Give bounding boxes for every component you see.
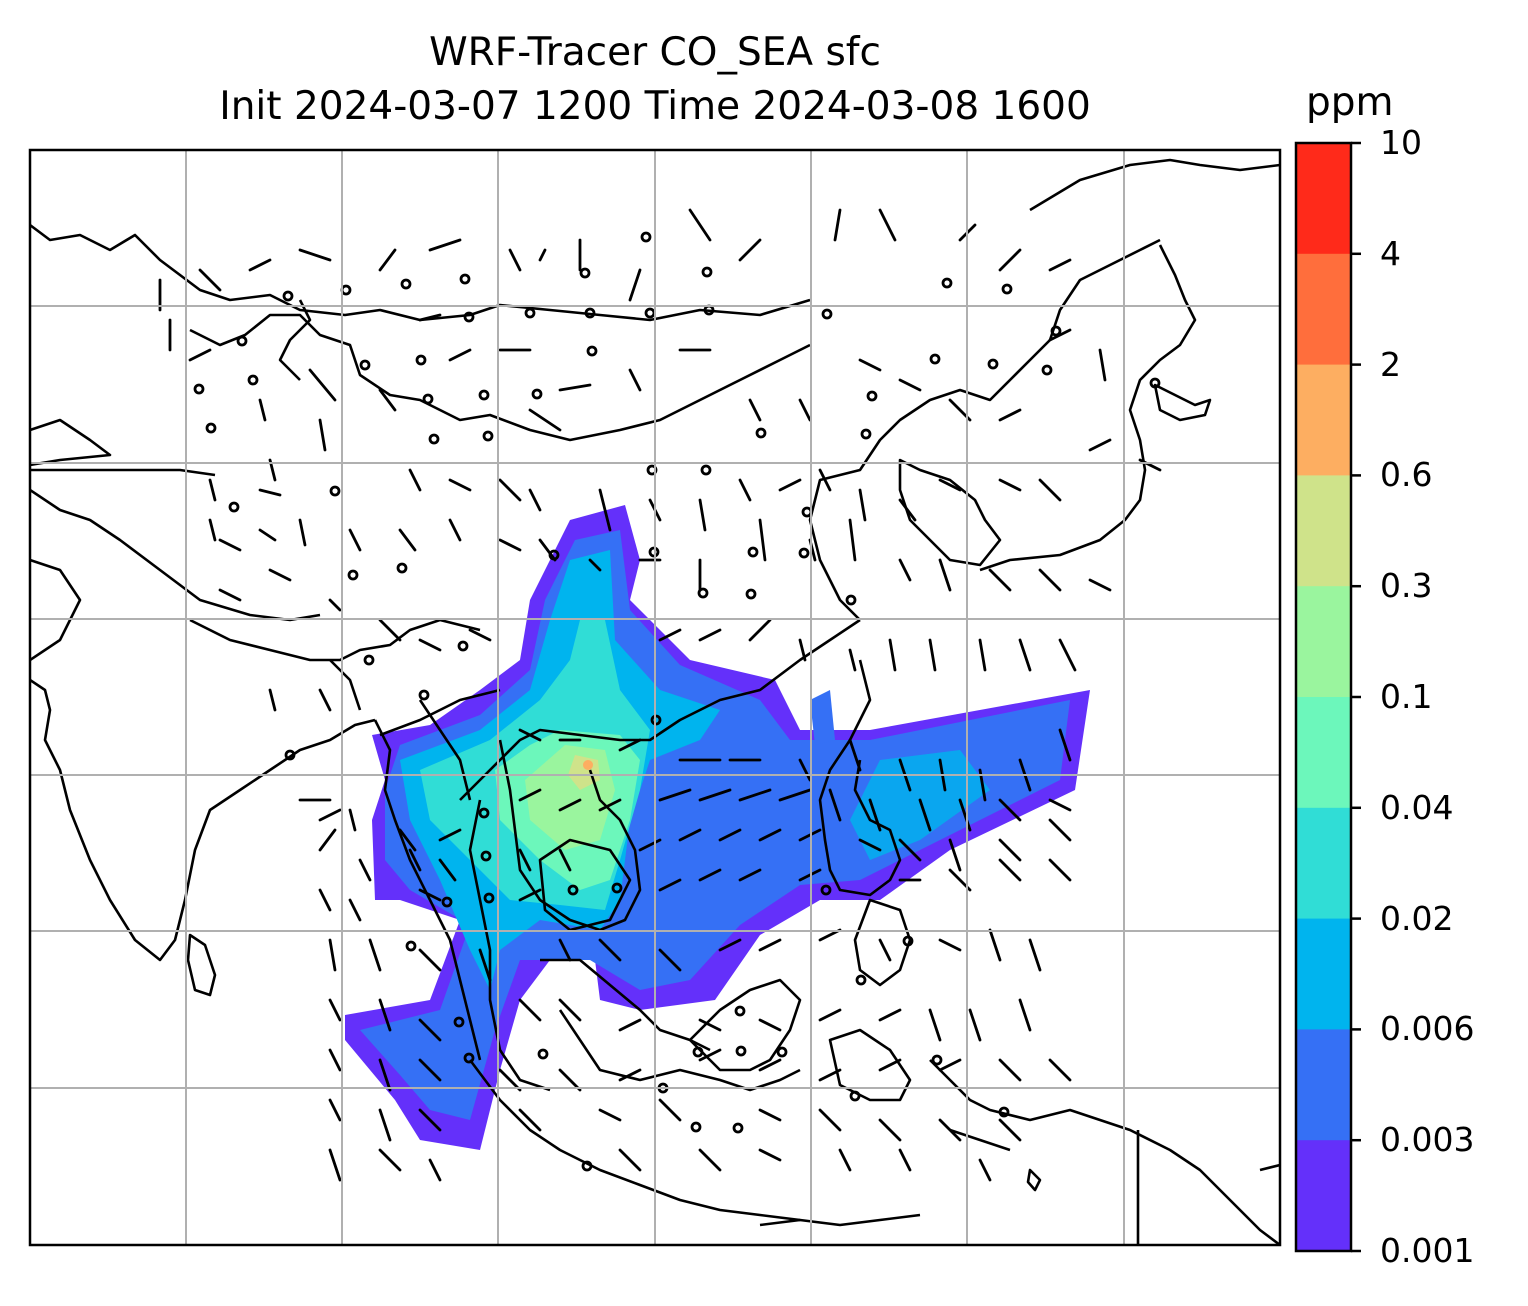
map-subtitle: Init 2024-03-07 1200 Time 2024-03-08 160… [219, 84, 1091, 129]
colorbar-segment [1296, 918, 1351, 1030]
gridlines [30, 150, 1280, 1245]
wind-barbs [158, 208, 1162, 1182]
colorbar-tick-label: 0.1 [1380, 677, 1433, 716]
colorbar-segment [1296, 475, 1351, 587]
colorbar-tick-label: 0.003 [1380, 1120, 1475, 1160]
colorbar-segment [1296, 586, 1351, 698]
colorbar-tick-label: 0.6 [1380, 455, 1433, 495]
colorbar-tick-label: 0.001 [1380, 1231, 1475, 1270]
colorbar-segment [1296, 1140, 1351, 1252]
colorbar-segment [1296, 143, 1351, 255]
colorbar-tick-label: 2 [1380, 344, 1401, 384]
colorbar-unit: ppm [1306, 80, 1394, 125]
colorbar-segment [1296, 1029, 1351, 1141]
colorbar-tick-label: 0.3 [1380, 566, 1433, 606]
colorbar-tick-label: 4 [1380, 233, 1401, 273]
tracer-plume [345, 505, 1090, 1150]
map-panel [30, 158, 1280, 1245]
colorbar-tick-label: 0.02 [1380, 898, 1454, 938]
colorbar-segment [1296, 807, 1351, 920]
calm-wind-stations [193, 231, 1161, 1172]
map-title: WRF-Tracer CO_SEA sfc [429, 30, 881, 75]
colorbar-segment [1296, 697, 1351, 809]
colorbar-segment [1296, 253, 1351, 366]
colorbar [1294, 141, 1361, 1253]
colorbar-tick-label: 10 [1380, 123, 1422, 162]
map-frame [28, 148, 1282, 1247]
colorbar-tick-label: 0.04 [1380, 787, 1454, 827]
colorbar-tick-label: 0.006 [1380, 1009, 1475, 1049]
colorbar-segment [1296, 364, 1351, 476]
